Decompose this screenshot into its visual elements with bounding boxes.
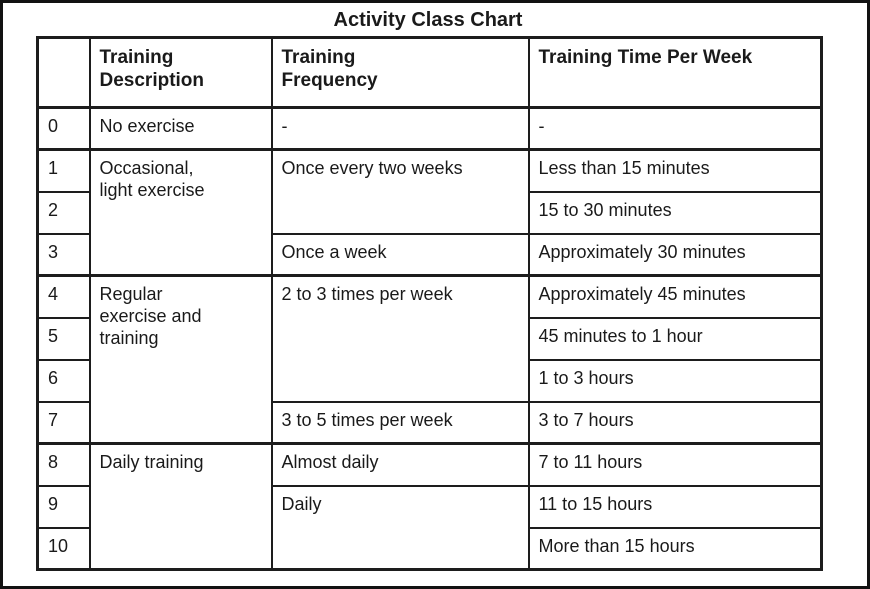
class-number-cell: 8 (36, 442, 91, 487)
document-page: Activity Class Chart Training Descriptio… (3, 3, 867, 571)
table-row-0: 0 No exercise - - (36, 106, 823, 151)
class-number-cell: 0 (36, 106, 91, 151)
table-row-7: 7 3 to 5 times per week 3 to 7 hours (36, 400, 823, 445)
training-time-cell: 45 minutes to 1 hour (527, 316, 823, 361)
training-time-cell: 1 to 3 hours (527, 358, 823, 403)
training-frequency-cell: Daily (270, 484, 530, 571)
training-time-cell: Approximately 45 minutes (527, 274, 823, 319)
header-row: Training Description Training Frequency … (36, 36, 823, 109)
table-row-6: 6 1 to 3 hours (36, 358, 823, 403)
training-time-cell: 7 to 11 hours (527, 442, 823, 487)
class-number-cell: 3 (36, 232, 91, 277)
header-class-number (36, 36, 91, 109)
training-frequency-cell: Once every two weeks (270, 148, 530, 235)
training-description-cell: Regular exercise and training (88, 274, 273, 445)
table-row-10: 10 More than 15 hours (36, 526, 823, 571)
training-time-cell: 3 to 7 hours (527, 400, 823, 445)
page-title: Activity Class Chart (333, 9, 523, 31)
table-row-4: 4 Regular exercise and training 2 to 3 t… (36, 274, 823, 445)
table-row-3: 3 Once a week Approximately 30 minutes (36, 232, 823, 277)
header-training-frequency: Training Frequency (270, 36, 530, 109)
header-training-time-per-week: Training Time Per Week (527, 36, 823, 109)
training-time-cell: 15 to 30 minutes (527, 190, 823, 235)
training-description-cell: No exercise (88, 106, 273, 151)
class-number-cell: 6 (36, 358, 91, 403)
training-time-cell: 11 to 15 hours (527, 484, 823, 529)
class-number-cell: 4 (36, 274, 91, 319)
training-frequency-cell: Almost daily (270, 442, 530, 487)
class-number-cell: 1 (36, 148, 91, 193)
training-time-cell: Less than 15 minutes (527, 148, 823, 193)
table-row-5: 5 45 minutes to 1 hour (36, 316, 823, 361)
table-row-1: 1 Occasional, light exercise Once every … (36, 148, 823, 277)
training-frequency-cell: Once a week (270, 232, 530, 277)
table-row-8: 8 Daily training Almost daily 7 to 11 ho… (36, 442, 823, 571)
training-frequency-cell: - (270, 106, 530, 151)
class-number-cell: 5 (36, 316, 91, 361)
training-time-cell: Approximately 30 minutes (527, 232, 823, 277)
table-row-2: 2 15 to 30 minutes (36, 190, 823, 235)
class-number-cell: 9 (36, 484, 91, 529)
class-number-cell: 7 (36, 400, 91, 445)
class-number-cell: 10 (36, 526, 91, 571)
training-time-cell: - (527, 106, 823, 151)
training-frequency-cell: 2 to 3 times per week (270, 274, 530, 403)
training-description-cell: Daily training (88, 442, 273, 571)
training-description-cell: Occasional, light exercise (88, 148, 273, 277)
training-frequency-cell: 3 to 5 times per week (270, 400, 530, 445)
header-training-description: Training Description (88, 36, 273, 109)
training-time-cell: More than 15 hours (527, 526, 823, 571)
activity-class-table: Training Description Training Frequency … (36, 36, 823, 571)
table-row-9: 9 Daily 11 to 15 hours (36, 484, 823, 571)
class-number-cell: 2 (36, 190, 91, 235)
